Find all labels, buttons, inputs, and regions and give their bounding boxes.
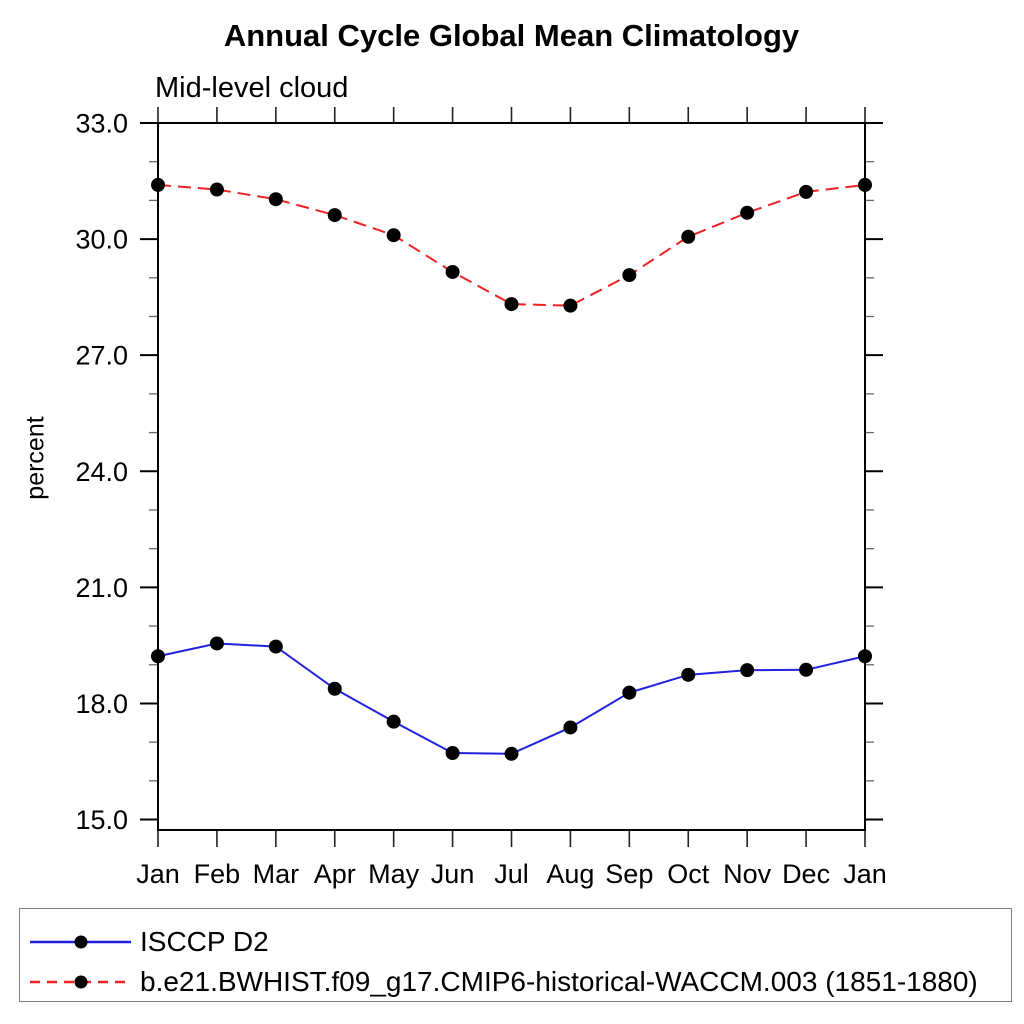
data-point xyxy=(858,649,872,664)
legend-box: ISCCP D2 b.e21.BWHIST.f09_g17.CMIP6-hist… xyxy=(19,908,1012,1002)
x-tick-label: Dec xyxy=(782,859,830,889)
data-point xyxy=(445,745,460,760)
data-point xyxy=(209,182,224,197)
data-point xyxy=(445,264,460,279)
series-line xyxy=(157,183,866,307)
y-tick-label: 15.0 xyxy=(75,805,128,835)
data-point xyxy=(563,720,578,735)
y-tick-label: 33.0 xyxy=(75,109,128,139)
x-tick-label: Jul xyxy=(494,859,529,889)
legend-label: ISCCP D2 xyxy=(140,926,269,957)
chart-subtitle: Mid-level cloud xyxy=(155,72,349,104)
data-point xyxy=(740,663,755,678)
data-point xyxy=(504,297,519,312)
legend-label: b.e21.BWHIST.f09_g17.CMIP6-historical-WA… xyxy=(140,966,978,997)
data-point xyxy=(622,685,637,700)
data-point xyxy=(386,228,401,243)
data-point xyxy=(209,636,224,651)
chart-title: Annual Cycle Global Mean Climatology xyxy=(223,18,800,53)
x-tick-label: Jun xyxy=(431,859,475,889)
data-point xyxy=(386,714,401,729)
data-point xyxy=(327,681,342,696)
data-point xyxy=(151,649,165,664)
x-tick-label: Apr xyxy=(314,859,356,889)
x-tick-label: Jan xyxy=(843,859,887,889)
y-tick-label: 27.0 xyxy=(75,341,128,371)
data-point xyxy=(858,177,872,192)
data-point xyxy=(151,177,165,192)
series-line xyxy=(157,642,866,755)
data-point xyxy=(740,205,755,220)
y-tick-label: 24.0 xyxy=(75,457,128,487)
x-tick-label: Oct xyxy=(667,859,710,889)
legend-item-model: b.e21.BWHIST.f09_g17.CMIP6-historical-WA… xyxy=(25,962,1011,1002)
y-tick-label: 18.0 xyxy=(75,689,128,719)
x-tick-label: Jan xyxy=(136,859,180,889)
x-tick-label: Sep xyxy=(605,859,653,889)
legend-line-sample xyxy=(30,935,131,949)
data-point xyxy=(622,268,637,283)
x-tick-label: Nov xyxy=(723,859,772,889)
x-tick-label: Feb xyxy=(194,859,241,889)
data-point xyxy=(327,208,342,223)
data-point xyxy=(799,662,814,677)
x-tick-label: May xyxy=(368,859,420,889)
data-point xyxy=(268,192,283,207)
data-point xyxy=(681,667,696,682)
legend-item-isccp-d2: ISCCP D2 xyxy=(25,922,1011,962)
y-tick-label: 30.0 xyxy=(75,225,128,255)
data-point xyxy=(563,298,578,313)
data-point xyxy=(799,184,814,199)
x-tick-label: Aug xyxy=(546,859,594,889)
data-point xyxy=(504,746,519,761)
y-tick-label: 21.0 xyxy=(75,573,128,603)
x-tick-label: Mar xyxy=(253,859,300,889)
plot-frame xyxy=(157,122,866,831)
data-point xyxy=(268,639,283,654)
legend-line-sample xyxy=(30,975,131,989)
data-point xyxy=(681,229,696,244)
